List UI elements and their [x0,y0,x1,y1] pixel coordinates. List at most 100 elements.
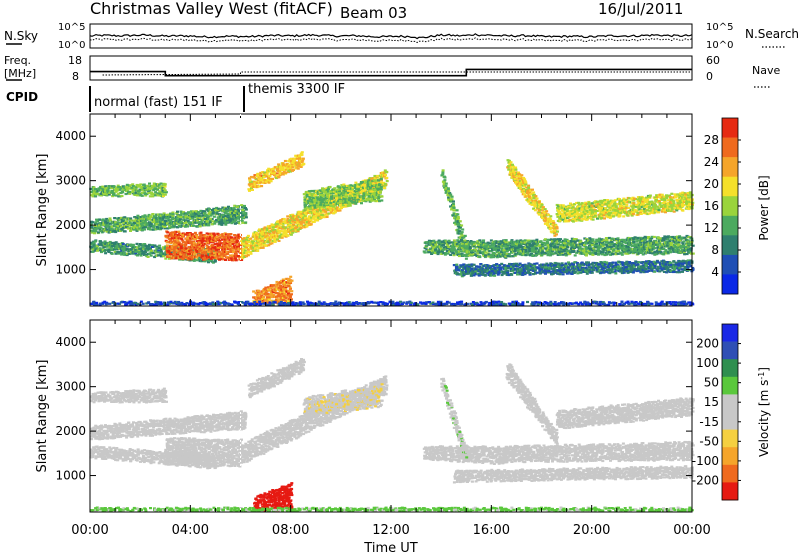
data-cell [136,224,139,226]
data-cell [209,218,212,220]
data-cell [136,243,139,245]
data-cell [292,223,295,225]
beam-label: Beam 03 [340,4,407,22]
data-cell [211,244,214,246]
data-cell [148,247,151,249]
data-cell [187,211,190,213]
data-cell [290,158,293,160]
data-cell [218,237,221,239]
data-cell [218,251,221,253]
data-cell [386,180,389,182]
data-cell [213,216,216,218]
data-cell [179,221,182,223]
data-cell [269,180,272,182]
data-cell [204,249,207,251]
nave-tick-top: 60 [706,54,720,67]
freq-panel: Freq. [MHz] 18 8 60 0 Nave [4,54,780,87]
cpid-segment-normal: normal (fast) 151 IF [94,95,223,110]
data-cell [172,213,175,215]
data-cell [310,223,313,225]
data-cell [237,208,240,210]
data-cell [311,190,314,192]
data-cell [236,240,239,242]
data-cell [150,223,153,225]
cpid-panel: CPID normal (fast) 151 IF themis 3300 IF [6,82,345,112]
freq-tick-top: 18 [68,54,82,67]
data-cell [214,255,217,257]
data-cell [151,195,154,197]
data-cell [384,174,387,176]
data-cell [194,232,197,234]
data-cell [229,233,232,235]
data-cell [256,173,259,175]
cpid-label: CPID [6,90,38,104]
data-cell [104,252,107,254]
data-cell [166,231,169,233]
freq-label: Freq. [4,54,31,67]
data-cell [302,158,305,160]
data-cell [158,247,161,249]
data-cell [164,194,167,196]
data-cell [245,216,248,218]
nave-trace [103,72,692,75]
data-cell [277,163,280,165]
data-cell [150,250,153,252]
data-cell [141,195,144,197]
nsearch-label: N.Search [745,27,799,41]
data-cell [297,168,300,170]
data-cell [186,225,189,227]
data-cell [115,241,118,243]
data-cell [184,245,187,247]
data-cell [261,231,264,233]
data-cell [119,223,122,225]
data-cell [126,248,129,250]
data-cell [164,183,167,185]
data-cell [235,259,238,261]
data-cell [177,231,180,233]
data-cell [278,240,281,242]
data-cell [240,204,243,206]
data-cell [158,245,161,247]
data-cell [96,250,99,252]
data-cell [148,183,151,185]
data-cell [121,191,124,193]
data-cell [123,252,126,254]
data-cell [93,232,96,234]
data-cell [198,213,201,215]
data-cell [312,197,315,199]
data-cell [235,250,238,252]
data-cell [113,217,116,219]
data-cell [147,256,150,258]
data-cell [271,178,274,180]
data-cell [143,184,146,186]
data-cell [326,216,329,218]
data-cell [120,217,123,219]
data-cell [198,215,201,217]
nsky-tick-bottom: 10^0 [58,40,85,51]
data-cell [108,187,111,189]
data-cell [132,189,135,191]
data-cell [224,259,227,261]
data-cell [200,234,203,236]
data-cell [199,225,202,227]
data-cell [177,240,180,242]
data-cell [226,239,229,241]
data-cell [208,208,211,210]
data-cell [204,253,207,255]
data-cell [248,179,251,181]
data-cell [244,212,247,214]
data-cell [260,185,263,187]
data-cell [259,181,262,183]
data-cell [95,219,98,221]
data-cell [90,221,93,223]
data-cell [249,252,252,254]
data-cell [182,258,185,260]
frequency-trace [90,69,692,75]
data-cell [122,243,125,245]
data-cell [233,234,236,236]
data-cell [173,253,176,255]
data-cell [150,255,153,257]
radar-summary-figure: Christmas Valley West (fitACF) Beam 03 1… [0,0,800,554]
data-cell [226,253,229,255]
nsky-label: N.Sky [4,29,38,43]
